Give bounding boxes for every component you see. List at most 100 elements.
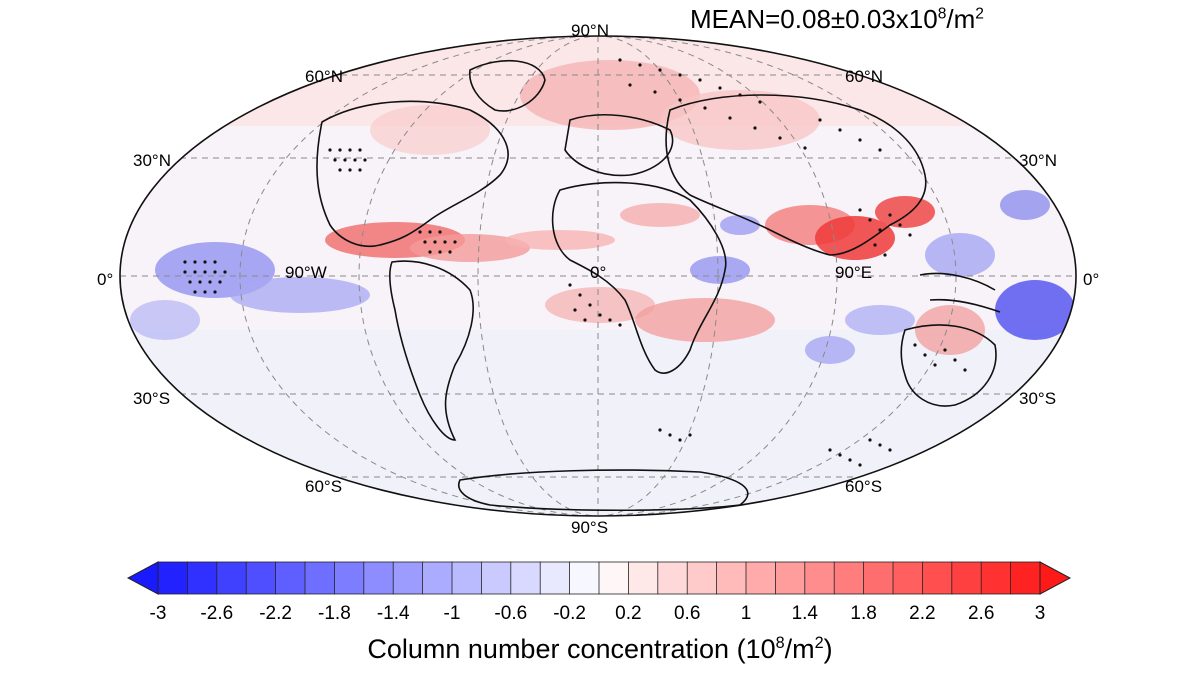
colorbar-tick-label: 0.6 xyxy=(673,603,701,624)
colorbar-swatch xyxy=(833,561,865,595)
asia-coast xyxy=(665,94,927,256)
lon-label-90w: 90°W xyxy=(285,263,327,282)
colorbar-swatch xyxy=(422,561,453,595)
map-outline xyxy=(119,35,1077,517)
colorbar-tick-label: -0.2 xyxy=(553,603,586,624)
anomaly-blob xyxy=(410,234,530,262)
colorbar-swatch xyxy=(510,561,542,595)
colorbar-tick-label: 3 xyxy=(1034,603,1046,624)
colorbar xyxy=(126,561,1072,595)
colorbar-tick-label: 1.4 xyxy=(791,603,819,624)
colorbar-min-triangle xyxy=(126,561,159,595)
colorbar-tick-label: -0.6 xyxy=(494,603,528,624)
anomaly-blob xyxy=(230,277,370,313)
colorbar-swatch xyxy=(892,561,924,595)
stipple-north-atlantic xyxy=(328,148,367,172)
lat-label-30s-east: 30°S xyxy=(1019,389,1057,408)
colorbar-swatch xyxy=(216,561,248,595)
anomaly-blob xyxy=(505,230,615,250)
anomaly-blob xyxy=(370,105,490,155)
colorbar-swatch xyxy=(686,561,718,595)
mean-annotation: MEAN=0.08±0.03x108/m2 xyxy=(690,4,984,34)
anomaly-blob xyxy=(1000,190,1050,220)
north-america-coast xyxy=(316,100,509,247)
lat-label-30s-west: 30°S xyxy=(133,389,171,408)
anomaly-blob xyxy=(805,336,855,364)
lat-label-60s-east: 60°S xyxy=(845,477,883,496)
anomaly-blob xyxy=(130,300,200,340)
lat-label-60n-west: 60°N xyxy=(305,67,343,86)
colorbar-swatch xyxy=(451,561,483,595)
lat-label-90n: 90°N xyxy=(571,21,609,40)
colorbar-tick-label: -1 xyxy=(443,603,461,624)
anomaly-blob xyxy=(520,60,700,130)
anomaly-blob xyxy=(995,280,1075,340)
africa-coast xyxy=(551,181,727,374)
colorbar-swatch xyxy=(745,561,777,595)
anomaly-blob xyxy=(545,287,655,323)
lon-label-0: 0° xyxy=(590,263,607,282)
greenland-coast xyxy=(469,59,546,112)
stipple-australia xyxy=(913,343,967,372)
stipple-arctic xyxy=(618,58,882,152)
colorbar-swatch xyxy=(157,561,189,595)
colorbar-swatch xyxy=(304,561,336,595)
australia-coast xyxy=(900,324,997,407)
colorbar-tick-label: -2.6 xyxy=(200,603,234,624)
lat-label-90s: 90°S xyxy=(571,518,609,537)
indonesia-coast xyxy=(919,272,1001,313)
colorbar-swatch xyxy=(716,561,747,595)
significance-stippling xyxy=(183,58,967,467)
colorbar-tick-label: 2.2 xyxy=(909,603,936,624)
lat-label-30n-east: 30°N xyxy=(1019,151,1057,170)
colorbar-swatch xyxy=(922,561,953,595)
stipple-asia xyxy=(858,208,912,257)
lon-label-90e: 90°E xyxy=(835,263,873,282)
colorbar-tick-label: -1.8 xyxy=(318,603,351,624)
colorbar-swatch xyxy=(392,561,424,595)
coastlines xyxy=(316,59,1001,512)
colorbar-swatch xyxy=(657,561,689,595)
colorbar-swatch xyxy=(363,561,395,595)
stipple-southern-ocean xyxy=(658,428,892,467)
colorbar-tick-label: -1.4 xyxy=(376,603,410,624)
anomaly-blob xyxy=(690,256,750,284)
lat-label-0-east: 0° xyxy=(1083,270,1100,289)
anomaly-blob xyxy=(660,90,820,150)
lat-label-0-west: 0° xyxy=(97,270,114,289)
colorbar-swatch xyxy=(775,561,806,595)
anomaly-blob xyxy=(875,196,935,228)
colorbar-swatch xyxy=(539,561,571,595)
colorbar-swatch xyxy=(186,561,218,595)
colorbar-title: Column number concentration (108/m2) xyxy=(367,634,833,664)
colorbar-swatch xyxy=(275,561,306,595)
stipple-africa xyxy=(568,283,622,327)
colorbar-swatch xyxy=(569,561,600,595)
anomaly-blob xyxy=(925,233,995,277)
colorbar-tick-label: -2.2 xyxy=(259,603,292,624)
colorbar-swatch xyxy=(980,561,1012,595)
colorbar-tick-label: 1 xyxy=(740,603,752,624)
colorbar-swatch xyxy=(863,561,894,595)
colorbar-tick-label: 0.2 xyxy=(615,603,642,624)
colorbar-swatch xyxy=(1010,561,1041,595)
stipple-east-pacific xyxy=(183,260,227,294)
colorbar-swatch xyxy=(804,561,836,595)
lat-label-60s-west: 60°S xyxy=(305,477,343,496)
colorbar-swatch xyxy=(628,561,659,595)
anomaly-blob xyxy=(720,215,760,235)
colorbar-swatch xyxy=(480,561,512,595)
colorbar-swatch xyxy=(333,561,365,595)
stipple-caribbean xyxy=(418,230,457,254)
colorbar-swatch xyxy=(951,561,983,595)
anomaly-blob xyxy=(845,305,915,335)
colorbar-tick-label: 2.6 xyxy=(967,603,995,624)
anomaly-blob xyxy=(620,203,700,227)
lat-label-30n-west: 30°N xyxy=(133,151,171,170)
colorbar-tick-label: -3 xyxy=(149,603,167,624)
anomaly-blob xyxy=(635,298,775,342)
colorbar-max-triangle xyxy=(1039,561,1072,595)
colorbar-swatch xyxy=(598,561,630,595)
south-america-coast xyxy=(389,260,474,441)
